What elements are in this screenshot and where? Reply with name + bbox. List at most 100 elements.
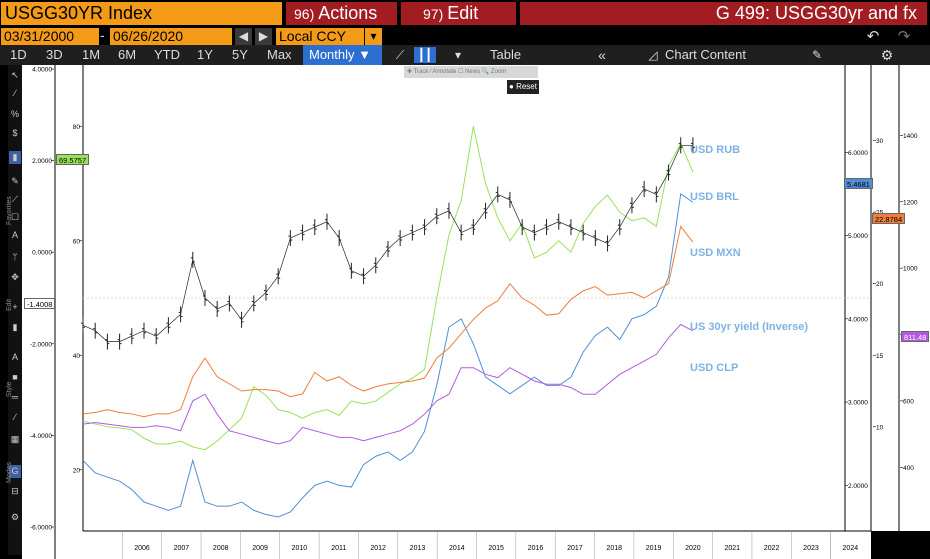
x-tick-label: 2024 — [843, 545, 859, 552]
pen-icon[interactable]: ✎ — [11, 176, 19, 186]
settings-small-icon[interactable]: ⚙ — [10, 512, 20, 522]
y-tick-label: 2.0000 — [32, 158, 52, 165]
y-tick-label: 20 — [876, 281, 884, 288]
start-date-field[interactable]: 03/31/2000 — [1, 28, 99, 45]
box-icon[interactable]: ☐ — [10, 212, 20, 222]
left-axis-panel — [22, 65, 83, 559]
x-tick-label: 2023 — [803, 545, 819, 552]
series-line-usd-brl — [82, 193, 694, 518]
right-axis-panel — [871, 65, 930, 531]
x-tick-label: 2019 — [646, 545, 662, 552]
x-tick-label: 2011 — [331, 545, 346, 552]
frequency-label: Monthly — [309, 47, 355, 62]
draw-line-icon[interactable]: ∕ — [14, 88, 16, 98]
x-tick-label: 2008 — [213, 545, 229, 552]
series-label: US 30yr yield (Inverse) — [690, 321, 809, 333]
chart-type-dropdown-icon[interactable]: ▾ — [454, 48, 462, 62]
x-tick-label: 2022 — [764, 545, 780, 552]
y-tick-label: 20 — [73, 467, 81, 474]
currency-field[interactable]: Local CCY — [276, 28, 364, 45]
y-tick-label: 30 — [876, 138, 884, 145]
frequency-select[interactable]: Monthly ▼ — [303, 45, 382, 65]
edit-label: Edit — [447, 3, 479, 23]
y-tick-label: 5.0000 — [848, 233, 868, 240]
series-label: USD RUB — [690, 144, 741, 156]
y-tick-label: 400 — [903, 465, 914, 472]
line-icon[interactable]: ═ — [11, 392, 19, 402]
annotation-toolbar[interactable]: ✚ Track ∕ Annotate ☐ News 🔍 Zoom — [404, 66, 538, 78]
end-date-field[interactable]: 06/26/2020 — [110, 28, 232, 45]
edit-pencil-icon[interactable]: ✎ — [811, 48, 823, 62]
y-tick-label: -2.0000 — [30, 341, 52, 348]
edit-button[interactable]: 97) Edit — [401, 2, 516, 25]
prev-arrow-icon[interactable]: ◀ — [235, 28, 252, 45]
x-tick-label: 2012 — [370, 545, 386, 552]
date-range-bar: 03/31/2000 - 06/26/2020 ◀ ▶ Local CCY ▾ … — [0, 27, 930, 45]
cursor-icon[interactable]: ↖ — [11, 70, 19, 80]
x-tick-label: 2015 — [488, 545, 504, 552]
period-5y[interactable]: 5Y — [232, 47, 248, 62]
chart-content-icon[interactable]: ◿ — [648, 48, 658, 62]
reset-dot-icon: ● — [509, 82, 514, 91]
redo-icon[interactable]: ↷ — [893, 28, 915, 45]
dollar-icon[interactable]: $ — [12, 128, 18, 138]
actions-button[interactable]: 96) Actions — [286, 2, 397, 25]
date-separator: - — [100, 27, 105, 43]
brush-icon[interactable]: ⟋ — [11, 194, 19, 204]
crop-icon[interactable]: ⊟ — [11, 486, 19, 496]
y-tick-label: 15 — [876, 353, 884, 360]
period-max[interactable]: Max — [267, 47, 292, 62]
next-arrow-icon[interactable]: ▶ — [255, 28, 272, 45]
y-tick-label: 0.0000 — [32, 250, 52, 257]
y-tick-label: 4.0000 — [848, 316, 868, 323]
period-6m[interactable]: 6M — [118, 47, 137, 62]
move-icon[interactable]: ✥ — [11, 272, 19, 282]
ruler-icon[interactable]: ∕ — [14, 412, 16, 422]
collapse-panel-icon[interactable]: « — [598, 47, 606, 63]
page-title: G 499: USGG30yr and fx — [520, 2, 927, 25]
y-tick-label: 60 — [73, 238, 81, 245]
series-label: USD CLP — [690, 362, 739, 374]
font-icon[interactable]: A — [11, 352, 18, 362]
undo-icon[interactable]: ↶ — [862, 28, 884, 45]
fork-icon[interactable]: ᛘ — [12, 252, 18, 262]
y-tick-label: 4.0000 — [32, 67, 52, 74]
period-ytd[interactable]: YTD — [154, 47, 180, 62]
chart-content-button[interactable]: Chart Content — [665, 47, 746, 62]
ticker-field[interactable]: USGG30YR Index — [1, 2, 282, 25]
crosshair-icon[interactable]: + — [12, 302, 18, 312]
series-line-yield — [82, 144, 693, 342]
x-tick-label: 2013 — [410, 545, 426, 552]
bar-chart-icon[interactable]: ┃┃ — [414, 47, 436, 63]
period-1m[interactable]: 1M — [82, 47, 101, 62]
top-bar: USGG30YR Index 96) Actions 97) Edit G 499:… — [0, 0, 930, 27]
reset-label: Reset — [516, 82, 537, 91]
currency-dropdown-icon[interactable]: ▾ — [365, 28, 382, 45]
period-1d[interactable]: 1D — [10, 47, 27, 62]
line-chart-icon[interactable]: ⟋ — [395, 48, 405, 62]
period-3d[interactable]: 3D — [46, 47, 63, 62]
percent-icon[interactable]: % — [10, 109, 19, 119]
y-tick-label: 80 — [73, 124, 81, 131]
series-line-usd-clp — [82, 323, 694, 445]
series-label: USD BRL — [690, 191, 739, 203]
text-icon[interactable]: A — [11, 230, 18, 240]
y-tick-label: -4.0000 — [30, 433, 52, 440]
gear-icon[interactable]: ⚙ — [880, 47, 894, 63]
series-line-usd-mxn — [82, 225, 694, 418]
x-tick-label: 2014 — [449, 545, 465, 552]
rect-icon[interactable]: ■ — [12, 372, 18, 382]
fill-icon[interactable]: ▦ — [10, 434, 20, 444]
table-button[interactable]: Table — [490, 47, 522, 62]
favorites-icon[interactable]: ▮ — [9, 151, 21, 164]
current-value-tag: 5.4681 — [844, 178, 873, 189]
bar-icon[interactable]: ▮ — [12, 322, 18, 332]
mode-icon[interactable]: G — [9, 465, 21, 478]
period-1y[interactable]: 1Y — [197, 47, 213, 62]
y-tick-label: 10 — [876, 424, 884, 431]
x-tick-label: 2006 — [134, 545, 150, 552]
period-toolbar: 1D 3D 1M 6M YTD 1Y 5Y Max Monthly ▼ ⟋ ┃┃… — [0, 45, 930, 65]
chart-svg[interactable]: 2006 2007 2008 2009 2010 2011 2012 2013 2014 2015… — [0, 65, 930, 559]
y-tick-label: 6.0000 — [848, 150, 868, 157]
reset-button[interactable]: ● Reset — [507, 80, 539, 94]
